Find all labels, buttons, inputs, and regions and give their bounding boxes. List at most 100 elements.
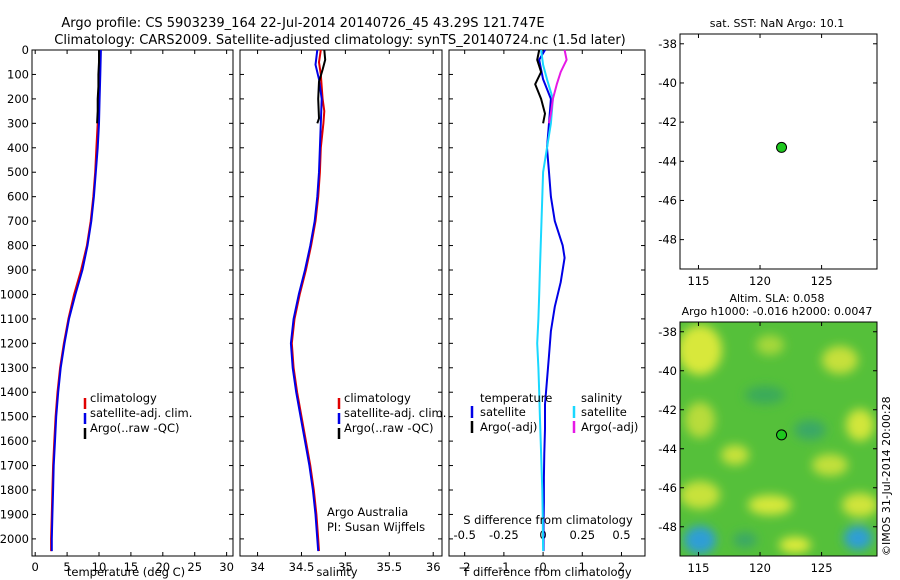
argo-australia-label: Argo Australia <box>327 505 408 519</box>
diff-legend-ssat: satellite <box>581 405 627 419</box>
ytick-label: 500 <box>7 165 29 179</box>
salinity-panel: 34 34.5 35 35.5 36 salinity climatology sate… <box>239 49 446 579</box>
ytick-label: 1700 <box>0 459 29 473</box>
temp-legend-argo: Argo(..raw -QC) <box>90 421 180 435</box>
sla-heatmap-blobs <box>680 325 877 554</box>
map-ytick-label: -46 <box>658 481 677 495</box>
salinity-legend: climatology satellite-adj. clim. Argo(..… <box>337 391 446 439</box>
series-line-satellite-adj-clim- <box>289 49 323 552</box>
ytick-label: 300 <box>7 116 29 130</box>
map-ytick-label: -48 <box>658 233 677 247</box>
map-ytick-label: -42 <box>658 403 677 417</box>
sla-map-frame <box>679 321 878 557</box>
figure-title-line1: Argo profile: CS 5903239_164 22-Jul-2014… <box>61 16 544 31</box>
map-xtick-label: 120 <box>749 561 771 575</box>
ytick-label: 1300 <box>0 361 29 375</box>
salinity-plot-frame <box>239 49 443 557</box>
ytick-label: 1900 <box>0 507 29 521</box>
diff-legend-tsat: satellite <box>480 405 526 419</box>
sla-map-points <box>776 429 788 441</box>
difference-axes: -2 -1 0 1 2-0.5 -0.25 0 0.25 0.5 <box>449 49 645 574</box>
ytick-label: 1000 <box>0 287 29 301</box>
map-ytick-label: -38 <box>658 37 677 51</box>
temperature-xlabel: temperature (deg C) <box>67 565 185 579</box>
xtick-label: 35 <box>338 560 353 574</box>
series-line-argo-raw-qc- <box>316 49 327 124</box>
ytick-label: 700 <box>7 214 29 228</box>
difference-legend: temperature satellite Argo(-adj) salinit… <box>470 391 638 434</box>
temperature-legend: climatology satellite-adj. clim. Argo(..… <box>83 391 192 439</box>
diff-legend-targo: Argo(-adj) <box>480 420 537 434</box>
ytick-label: 800 <box>7 239 29 253</box>
legend-temperature-header: temperature <box>480 391 552 405</box>
xtick-label: 35.5 <box>376 560 402 574</box>
diff-legend-sargo: Argo(-adj) <box>581 420 638 434</box>
xtick-label: 2 <box>618 560 625 574</box>
pi-label: PI: Susan Wijffels <box>327 520 425 534</box>
difference-plot-frame <box>448 49 646 557</box>
xtick-label: 25 <box>187 560 202 574</box>
sla-map-axes: 115 120 125 -38 -40 -42 -44 -46 -48 <box>658 322 877 575</box>
map-xtick-label: 125 <box>811 561 833 575</box>
salinity-xlabel: salinity <box>316 565 357 579</box>
sst-map-points <box>776 141 788 153</box>
ytick-label: 1100 <box>0 312 29 326</box>
series-line-argo-raw-qc- <box>96 50 100 124</box>
ytick-label: 400 <box>7 141 29 155</box>
xtick-label: 15 <box>124 560 139 574</box>
temperature-axes: 0 5 10 15 20 25 300100200300400500600700800900… <box>0 43 234 574</box>
temp-legend-sat: satellite-adj. clim. <box>90 406 192 420</box>
sst-title: sat. SST: NaN Argo: 10.1 <box>710 17 844 30</box>
difference-panel: -2 -1 0 1 2-0.5 -0.25 0 0.25 0.5 T difference fr… <box>448 49 646 579</box>
temp-legend-clim: climatology <box>90 391 157 405</box>
sal-legend-sat: satellite-adj. clim. <box>344 406 446 420</box>
series-line-satellite-adj-clim- <box>50 49 102 552</box>
map-xtick-label: 125 <box>811 274 833 288</box>
xtick-label: 30 <box>219 560 234 574</box>
map-ytick-label: -38 <box>658 325 677 339</box>
salinity-axes: 34 34.5 35 35.5 36 <box>240 49 442 574</box>
xtick-label: 10 <box>92 560 107 574</box>
map-ytick-label: -42 <box>658 115 677 129</box>
ytick-label: 100 <box>7 67 29 81</box>
argo-location-marker <box>776 141 788 153</box>
difference-series <box>534 49 568 552</box>
xtick-label: 1 <box>579 560 586 574</box>
ytick-label: 200 <box>7 92 29 106</box>
ytick-label: 600 <box>7 190 29 204</box>
xtick-label: -1 <box>498 560 509 574</box>
temperature-series <box>50 49 102 552</box>
sst-map-panel: sat. SST: NaN Argo: 10.1 115 120 125 -38 -40… <box>658 17 878 288</box>
map-ytick-label: -40 <box>658 76 677 90</box>
xtick-label: 36 <box>426 560 441 574</box>
xtick-label: 5 <box>63 560 70 574</box>
ytick-label: 900 <box>7 263 29 277</box>
imos-timestamp: ©IMOS 31-Jul-2014 20:00:28 <box>880 396 893 556</box>
xtick-label: 0 <box>32 560 39 574</box>
s-xtick-label: 0.25 <box>569 528 595 542</box>
sla-title-line1: Altim. SLA: 0.058 <box>729 292 824 305</box>
map-ytick-label: -44 <box>658 154 677 168</box>
temperature-panel: 0 5 10 15 20 25 300100200300400500600700800900… <box>0 43 234 579</box>
ytick-label: 1600 <box>0 434 29 448</box>
xtick-label: 20 <box>155 560 170 574</box>
xtick-label: -2 <box>459 560 470 574</box>
argo-location-marker <box>776 429 788 441</box>
ytick-label: 1500 <box>0 410 29 424</box>
map-ytick-label: -48 <box>658 520 677 534</box>
series-line-salinity-argo-adj- <box>548 49 568 124</box>
s-xtick-label: 0.5 <box>612 528 630 542</box>
map-xtick-label: 120 <box>749 274 771 288</box>
xtick-label: 0 <box>539 560 546 574</box>
temperature-plot-frame <box>31 49 234 557</box>
map-ytick-label: -44 <box>658 442 677 456</box>
map-xtick-label: 115 <box>687 561 709 575</box>
salinity-series <box>289 49 327 552</box>
map-xtick-label: 115 <box>687 274 709 288</box>
sal-legend-argo: Argo(..raw -QC) <box>344 421 434 435</box>
sal-legend-clim: climatology <box>344 391 411 405</box>
s-difference-xlabel: S difference from climatology <box>463 513 633 527</box>
s-xtick-label: -0.5 <box>453 528 475 542</box>
sst-map-axes: 115 120 125 -38 -40 -42 -44 -46 -48 <box>658 34 877 288</box>
series-line-temperature-argo-adj- <box>534 49 546 124</box>
